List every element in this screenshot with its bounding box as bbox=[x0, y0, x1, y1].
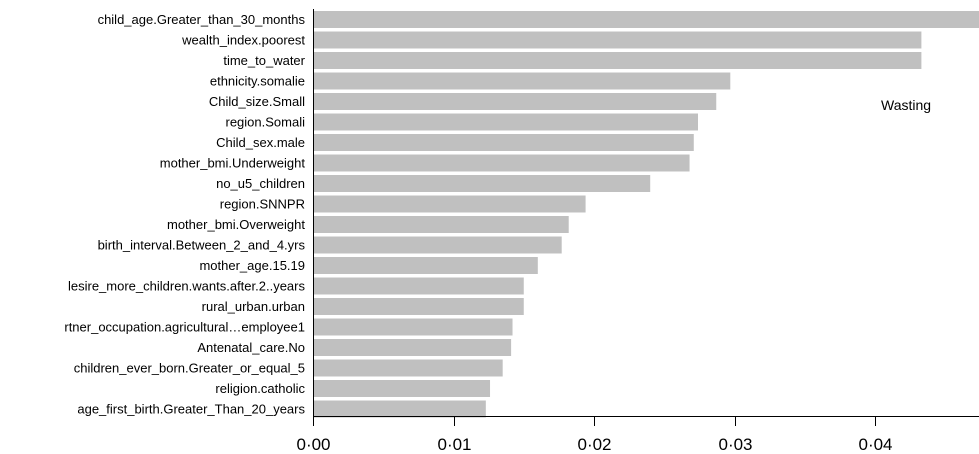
legend-label: Wasting bbox=[881, 97, 931, 113]
category-label-1: wealth_index.poorest bbox=[181, 33, 305, 48]
bar-4 bbox=[313, 93, 717, 110]
bar-11 bbox=[313, 236, 562, 254]
bar-17 bbox=[313, 359, 503, 377]
category-labels-group: child_age.Greater_than_30_months wealth_i… bbox=[64, 12, 305, 417]
category-label-8: no_u5_children bbox=[216, 176, 305, 191]
bar-1 bbox=[313, 31, 922, 49]
bar-8 bbox=[313, 175, 651, 192]
category-label-12: mother_age.15.19 bbox=[199, 258, 305, 273]
category-label-17: children_ever_born.Greater_or_equal_5 bbox=[74, 361, 305, 376]
x-tick-label-2: 0·02 bbox=[577, 435, 611, 454]
category-label-19: age_first_birth.Greater_Than_20_years bbox=[77, 402, 305, 417]
x-tick-label-3: 0·03 bbox=[718, 435, 752, 454]
category-label-13: lesire_more_children.wants.after.2..year… bbox=[68, 279, 306, 294]
x-tick-label-1: 0·01 bbox=[437, 435, 471, 454]
category-label-18: religion.catholic bbox=[215, 381, 305, 396]
category-label-2: time_to_water bbox=[223, 53, 305, 68]
bar-14 bbox=[313, 298, 524, 315]
bar-9 bbox=[313, 195, 586, 213]
category-label-4: Child_size.Small bbox=[209, 94, 305, 109]
bar-10 bbox=[313, 216, 569, 233]
category-label-9: region.SNNPR bbox=[220, 197, 305, 212]
category-label-16: Antenatal_care.No bbox=[197, 340, 305, 355]
x-tick-label-0: 0·00 bbox=[296, 435, 330, 454]
bar-0 bbox=[313, 11, 979, 28]
bars-group bbox=[313, 11, 979, 418]
category-label-0: child_age.Greater_than_30_months bbox=[98, 12, 306, 27]
x-ticks-group: 0·00 0·01 0·02 0·03 0·04 bbox=[296, 416, 893, 454]
bar-6 bbox=[313, 134, 694, 151]
category-label-11: birth_interval.Between_2_and_4.yrs bbox=[98, 238, 306, 253]
bar-16 bbox=[313, 339, 512, 356]
bar-7 bbox=[313, 154, 690, 172]
category-label-6: Child_sex.male bbox=[216, 135, 305, 150]
bar-2 bbox=[313, 52, 922, 69]
bar-13 bbox=[313, 277, 524, 295]
category-label-15: rtner_occupation.agricultural…employee1 bbox=[64, 320, 305, 335]
bar-19 bbox=[313, 400, 486, 418]
category-label-14: rural_urban.urban bbox=[202, 299, 305, 314]
bar-5 bbox=[313, 113, 698, 131]
bar-18 bbox=[313, 380, 491, 397]
bar-12 bbox=[313, 257, 538, 274]
category-label-3: ethnicity.somalie bbox=[210, 74, 305, 89]
category-label-7: mother_bmi.Underweight bbox=[160, 156, 306, 171]
bar-3 bbox=[313, 72, 731, 90]
category-label-10: mother_bmi.Overweight bbox=[167, 217, 305, 232]
x-tick-label-4: 0·04 bbox=[858, 435, 892, 454]
category-label-5: region.Somali bbox=[226, 115, 306, 130]
bar-15 bbox=[313, 318, 513, 336]
